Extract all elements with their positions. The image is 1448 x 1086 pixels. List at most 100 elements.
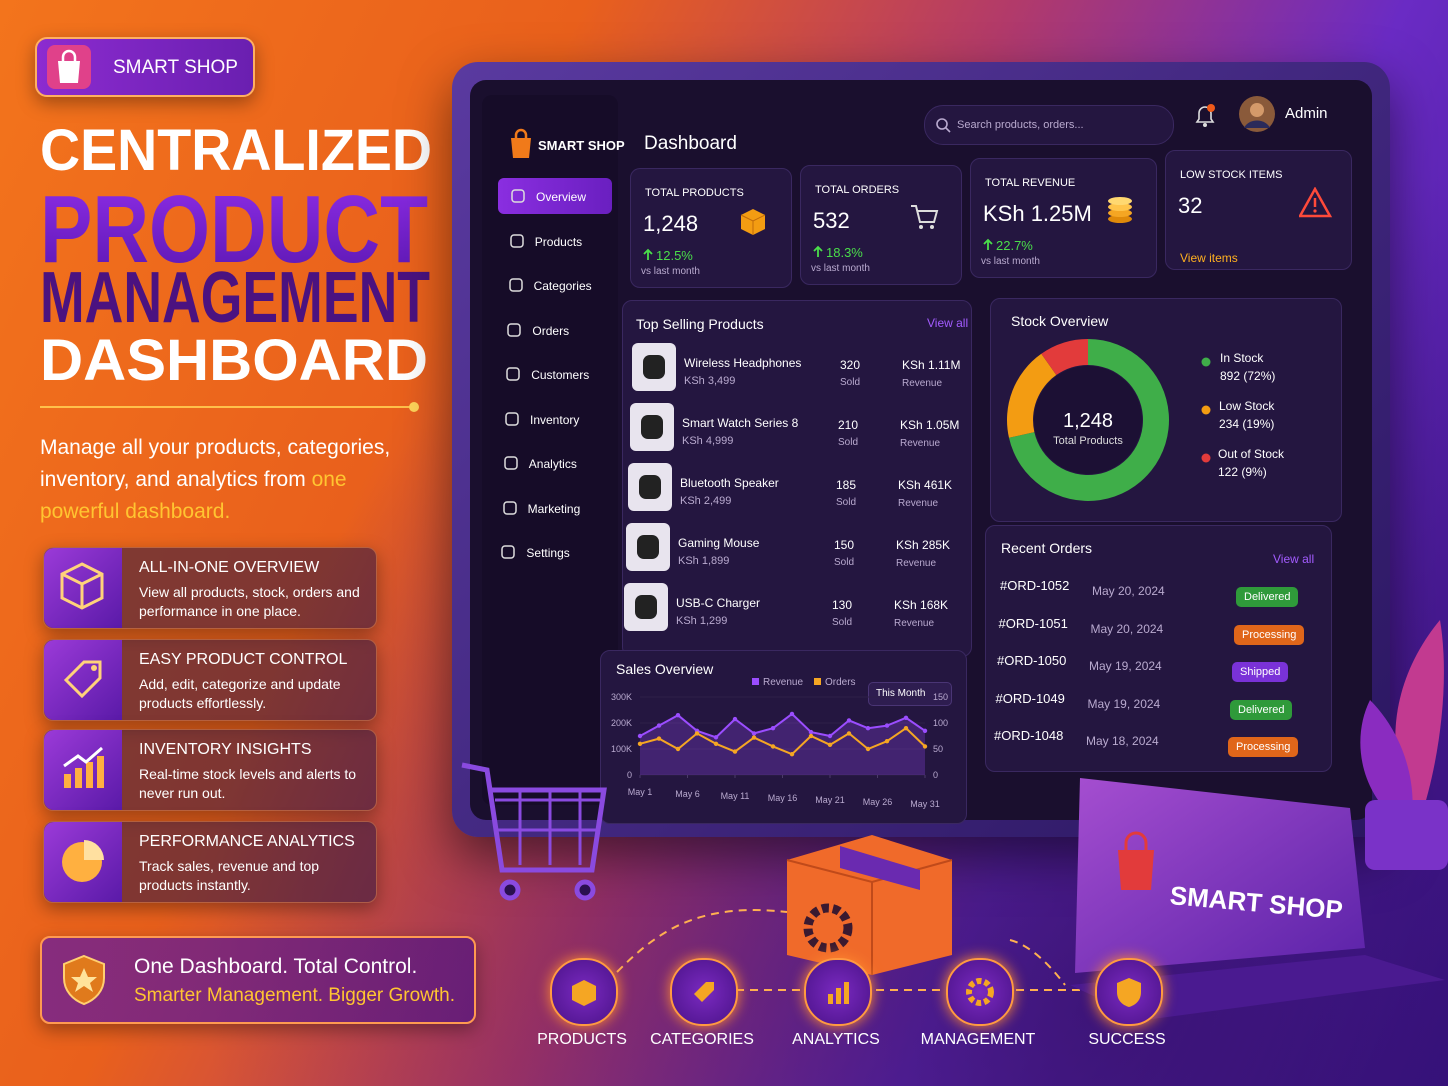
top-selling-panel: Top Selling Products View all [622,300,972,657]
nav-item[interactable]: Orders [494,312,608,348]
order-date: May 20, 2024 [1092,584,1165,598]
up-arrow [643,248,653,266]
box [786,835,953,975]
step-label: PRODUCTS [537,1031,627,1048]
point [694,731,700,736]
point [675,746,681,752]
icon [694,982,714,1002]
order-status: Shipped [1232,662,1289,682]
x-tick-label: May 31 [910,799,940,809]
icon [740,209,766,235]
filter-dropdown[interactable]: This Month [868,682,952,706]
point [884,723,890,728]
stat-card: LOW STOCK ITEMS 32 View items [1165,150,1352,270]
x-tick-label: May 16 [768,793,798,803]
feature-icon [44,730,122,810]
tagline-1: One Dashboard. Total Control. [134,955,418,978]
view-all[interactable]: View all [1273,552,1315,566]
nav-icon [506,322,522,343]
stat-icon [909,202,943,241]
nav-item[interactable]: Analytics [491,445,605,481]
point [903,715,909,720]
feature-icon [44,640,122,720]
icon [60,562,104,610]
legend-label: In Stock [1220,351,1264,365]
x-tick-label: May 1 [628,787,653,797]
product-price: KSh 1,299 [676,615,728,627]
search-icon [936,118,951,133]
icon [639,475,661,499]
avatar[interactable] [1238,95,1276,133]
product-sold: 130 [832,598,853,612]
point [865,726,871,731]
series-line [639,712,926,739]
icon [635,595,657,619]
point [789,752,795,757]
revenue-label: Revenue [894,618,935,629]
product-revenue: KSh 168K [894,598,949,612]
nav-item[interactable]: Inventory [492,401,606,437]
search-placeholder: Search products, orders... [957,119,1084,131]
donut-slice [1006,353,1057,438]
step-label: MANAGEMENT [920,1031,1036,1048]
nav-item[interactable]: Overview [498,178,612,214]
nav-label: Settings [526,546,570,560]
brand-icon [511,128,531,158]
point [656,736,662,741]
feature-icon [44,822,122,902]
product-revenue: KSh 1.11M [902,358,961,372]
laptop [1070,778,1445,1020]
step-icon [550,958,618,1026]
product-name: Smart Watch Series 8 [682,416,799,430]
nav-item[interactable]: Settings [488,534,602,570]
stat-value: 1,248 [643,211,699,236]
up-arrow [983,238,993,256]
feature-icon [44,548,122,628]
up-arrow [813,245,823,263]
nav-item[interactable]: Products [497,223,611,259]
legend-swatch [814,678,821,685]
point [903,726,909,731]
view-all[interactable]: View all [927,316,969,330]
nav-item[interactable]: Customers [493,356,607,392]
search-box[interactable]: Search products, orders... [924,105,1174,145]
tagline: One Dashboard. Total Control. Smarter Ma… [40,936,476,1024]
nav-icon [508,277,524,298]
plant [1360,620,1448,870]
x-tick-label: May 26 [863,797,893,807]
order-status: Delivered [1236,587,1299,607]
description-text: Manage all your products, categories, in… [40,436,391,491]
nav-label: Customers [531,368,590,382]
product-revenue: KSh 461K [898,478,953,492]
nav-icon [509,233,525,254]
feature-title: EASY PRODUCT CONTROL [139,651,348,668]
stat-link[interactable]: View items [1180,251,1238,265]
stat-card: TOTAL REVENUE KSh 1.25M 22.7% vs last month [970,158,1157,278]
stat-card: TOTAL ORDERS 532 18.3% vs last month [800,165,962,285]
nav-item[interactable]: Categories [496,267,610,303]
sold-label: Sold [834,557,855,568]
feature-title: PERFORMANCE ANALYTICS [139,833,355,850]
feature-text: View all products, stock, orders and per… [139,584,360,619]
user-name[interactable]: Admin [1285,105,1328,122]
feature-card: INVENTORY INSIGHTS Real-time stock levels… [43,729,377,811]
legend-dot [1201,357,1211,367]
stat-icon [1104,195,1138,234]
stat-icon [1297,186,1333,226]
product-thumb [628,463,672,511]
nav-item[interactable]: Marketing [490,490,604,526]
chart-title: Sales Overview [616,661,714,677]
y-tick-label: 300K [611,692,632,702]
stat-value: 532 [813,208,850,233]
product-thumb [630,403,674,451]
y-tick-label: 200K [611,718,632,728]
order-date: May 19, 2024 [1087,696,1161,711]
icon [641,415,663,439]
product-name: Wireless Headphones [684,356,802,370]
order-date: May 20, 2024 [1090,621,1164,636]
point [789,711,795,717]
product-sold: 185 [836,478,857,492]
bell[interactable] [1192,102,1218,130]
value-label: 234 (19%) [1219,417,1274,431]
